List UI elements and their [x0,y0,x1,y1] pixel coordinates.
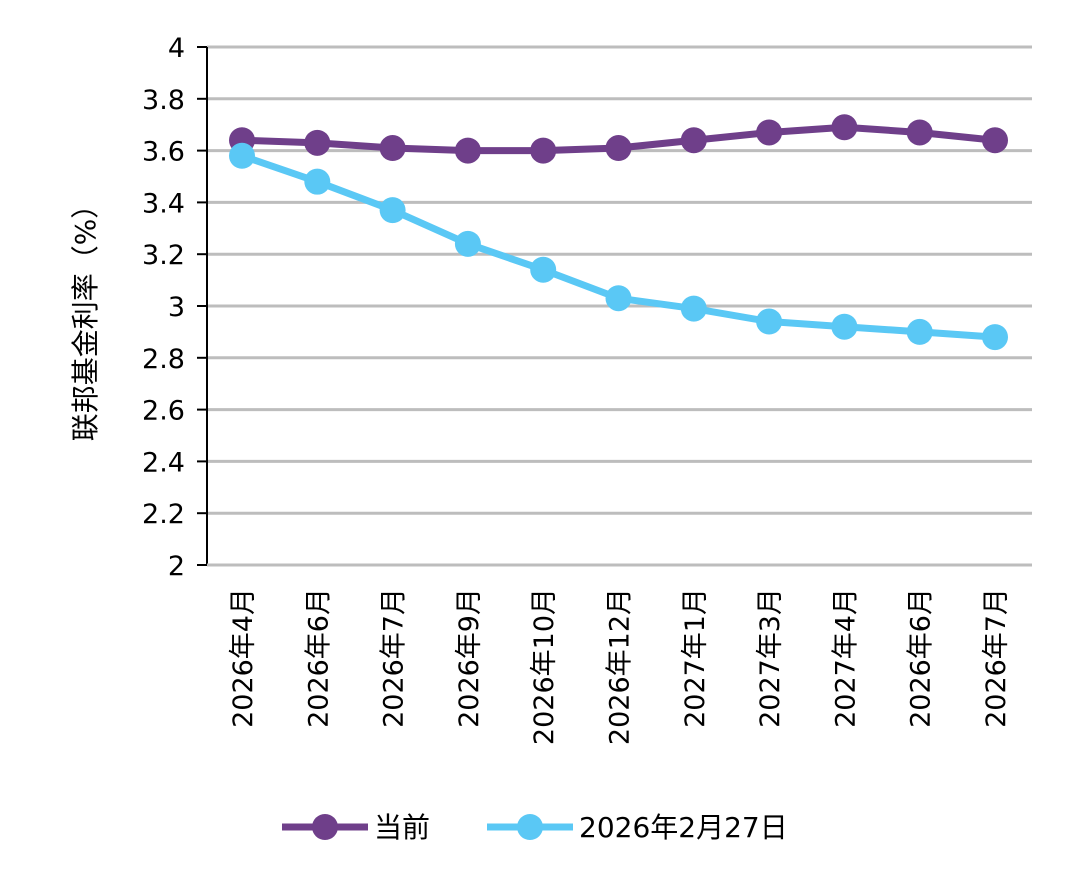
data-point [831,313,858,340]
data-point [454,137,481,164]
data-point [379,197,406,224]
x-tick-label: 2026年10月 [529,588,560,745]
data-point [304,168,331,195]
series [229,142,1008,351]
data-point [229,142,255,169]
y-axis-label: 联邦基金利率（%） [69,191,102,442]
y-tick-label: 3.8 [142,85,185,116]
data-point [304,129,331,156]
legend: 当前 2026年2月27日 [282,811,788,844]
x-tick-label: 2026年9月 [454,588,485,728]
y-tick-labels: 2 2.2 2.4 2.6 2.8 3 3.2 3.4 3.6 3.8 4 [142,33,207,582]
data-point [906,318,933,345]
data-point [379,135,406,162]
data-point [756,308,783,335]
data-point [756,119,783,146]
y-tick-label: 3.4 [142,188,185,219]
series [229,114,1008,164]
x-tick-label: 2026年7月 [379,588,410,728]
y-tick-label: 2.4 [142,447,185,478]
x-tick-label: 2027年4月 [830,588,861,728]
legend-item: 2026年2月27日 [487,811,788,844]
data-point [982,127,1008,154]
y-tick-label: 3 [168,292,185,323]
legend-label: 2026年2月27日 [579,811,788,844]
data-point [605,285,632,312]
x-tick-label: 2027年1月 [680,588,711,728]
legend-marker [517,814,543,840]
data-point [982,324,1008,351]
x-tick-label: 2026年6月 [906,588,937,728]
x-tick-label: 2026年12月 [605,588,636,745]
x-tick-label: 2026年6月 [303,588,334,728]
data-point [530,137,557,164]
x-tick-label: 2026年4月 [228,588,259,728]
y-tick-label: 2 [168,551,185,582]
legend-item: 当前 [282,811,430,844]
y-tick-label: 3.2 [142,240,185,271]
y-tick-label: 2.2 [142,499,185,530]
x-tick-label: 2026年7月 [981,588,1012,728]
gridlines [207,45,1032,515]
data-point [831,114,858,141]
data-point [680,295,707,322]
series-group [229,114,1008,351]
data-point [454,230,481,257]
legend-label: 当前 [374,811,430,844]
data-point [605,135,632,162]
y-tick-label: 4 [168,33,185,64]
y-tick-label: 2.8 [142,344,185,375]
data-point [530,256,557,283]
y-tick-label: 3.6 [142,137,185,168]
legend-marker [312,814,338,840]
data-point [680,127,707,154]
y-tick-label: 2.6 [142,396,185,427]
x-tick-labels: 2026年4月 2026年6月 2026年7月 2026年9月 2026年10月 2026… [228,588,1012,745]
x-tick-label: 2027年3月 [755,588,786,728]
data-point [906,119,933,146]
